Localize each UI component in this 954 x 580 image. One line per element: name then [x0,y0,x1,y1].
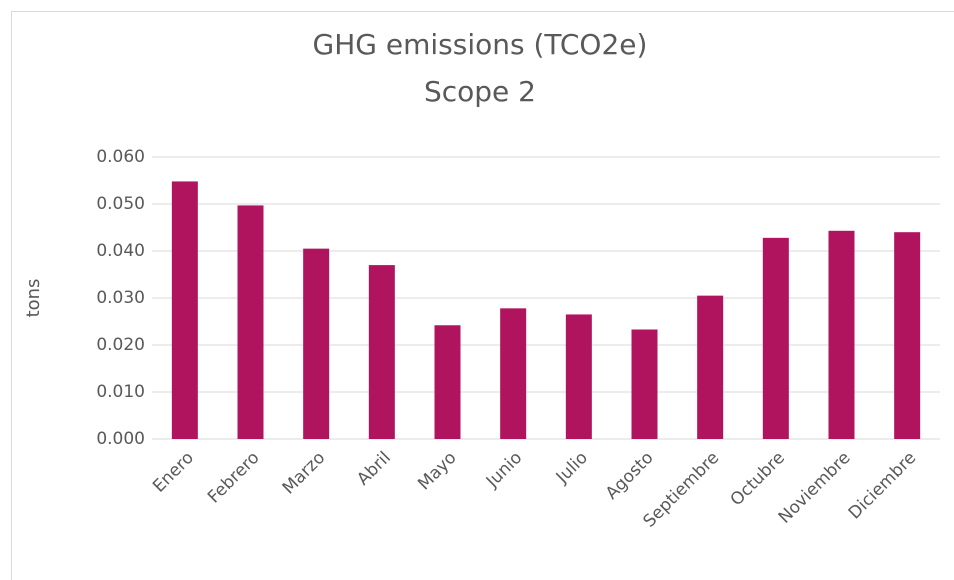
bar [500,308,527,439]
bar [631,329,658,439]
x-tick-label: Diciembre [845,448,921,524]
bar [565,314,592,439]
x-tick-label: Mayo [414,448,460,494]
x-tick-label: Octubre [727,448,789,510]
bar [303,248,330,439]
x-tick-label: Abril [353,448,395,490]
x-tick-label: Agosto [602,448,658,504]
x-tick-label: Noviembre [775,448,855,528]
x-tick-label: Marzo [279,448,329,498]
bar [237,205,264,439]
x-tick-label: Julio [552,448,592,488]
y-tick-label: 0.040 [96,241,145,261]
bar [828,230,855,439]
chart-subtitle: Scope 2 [424,75,536,108]
x-tick-label: Febrero [204,448,264,508]
bar [368,265,395,439]
bar [171,181,198,439]
x-tick-label: Junio [482,448,526,492]
x-tick-label: Enero [149,448,198,497]
bar [762,237,789,439]
y-tick-label: 0.060 [96,147,145,167]
chart-title: GHG emissions (TCO2e) [313,28,648,61]
bar [894,232,921,439]
y-tick-label: 0.020 [96,335,145,355]
y-tick-label: 0.030 [96,288,145,308]
chart-frame [11,11,954,580]
y-tick-label: 0.050 [96,194,145,214]
y-tick-label: 0.000 [96,429,145,449]
bar [697,295,724,439]
y-tick-label: 0.010 [96,382,145,402]
bar [434,325,461,439]
y-axis-label: tons [23,279,44,318]
